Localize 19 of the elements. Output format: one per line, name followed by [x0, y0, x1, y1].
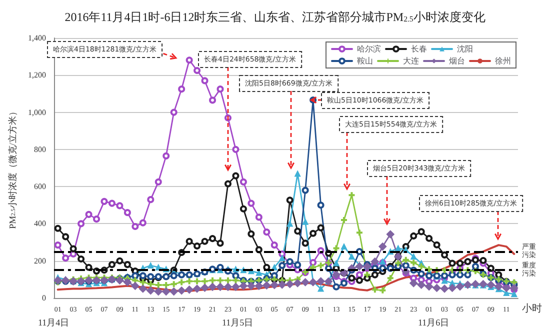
y-tick-label: 1,200 — [28, 70, 46, 80]
text: 11月4日 — [38, 318, 70, 328]
text: 11月5日 — [222, 318, 254, 328]
legend-label: 长春 — [411, 44, 427, 54]
legend-label: 鞍山 — [357, 56, 373, 66]
y-tick-label: 0 — [42, 294, 46, 302]
y-tick-label: 600 — [34, 182, 46, 192]
legend-label: 徐州 — [495, 56, 511, 66]
text: 11月6日 — [418, 318, 450, 328]
x-axis-title: 小时 — [522, 302, 542, 314]
legend-label: 烟台 — [449, 56, 465, 66]
y-tick-label: 800 — [34, 144, 46, 154]
legend-label: 大连 — [403, 56, 419, 66]
legend-label: 哈尔滨 — [357, 44, 381, 54]
legend-label: 沈阳 — [457, 44, 473, 54]
y-tick-label: 400 — [34, 219, 46, 228]
y-tick-label: 1,400 — [28, 34, 46, 42]
y-tick-label: 200 — [34, 256, 46, 266]
y-tick-label: 1,000 — [28, 108, 46, 117]
